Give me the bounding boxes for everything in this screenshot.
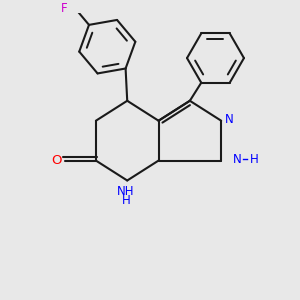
Text: N: N bbox=[225, 113, 233, 126]
Text: F: F bbox=[61, 2, 68, 15]
Text: H: H bbox=[250, 153, 258, 166]
Text: O: O bbox=[51, 154, 61, 167]
Text: NH: NH bbox=[117, 185, 135, 198]
Text: H: H bbox=[122, 194, 130, 207]
Text: N: N bbox=[232, 153, 241, 166]
